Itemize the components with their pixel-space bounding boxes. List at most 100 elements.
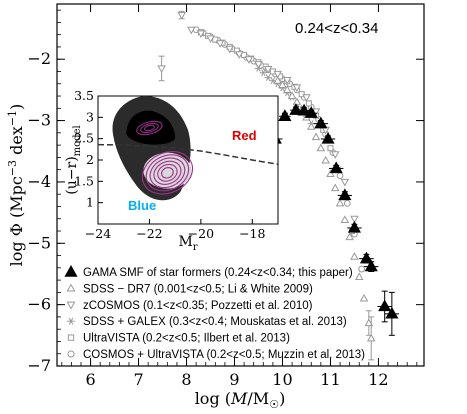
data-point [215,40,225,48]
data-point [316,143,326,152]
data-point [340,215,350,223]
inset-axis-ticks: −24 −22 −20 −18 1 1.5 2 2.5 3 3.5 [74,88,265,241]
legend-marker [67,317,75,325]
legend-entry-label: SDSS − DR7 (0.001<z<0.5; Li & White 2009… [83,283,313,295]
red-sequence-label: Red [232,128,257,143]
x-tick-label: 6 [85,370,95,389]
data-point [278,109,292,121]
x-tick-label: 11 [320,370,340,389]
blue-cloud-contour [141,151,194,195]
inset-y-tick-label: 3 [86,109,94,124]
data-point [177,12,187,20]
data-point [297,103,311,116]
inset-x-tick-label: −18 [239,226,265,241]
series-open-triangle [273,76,376,361]
data-point [336,172,344,180]
x-tick-label: 7 [133,370,143,389]
legend-entry-label: UltraVISTA (0.2<z<0.5; Ilbert et al. 201… [83,333,290,345]
data-point [273,70,282,79]
data-point [330,183,340,192]
y-tick-label: −7 [27,356,51,375]
red-sequence-contour [144,124,155,132]
x-tick-label: 8 [181,370,191,389]
asterisk-stroke [265,74,271,81]
x-axis-label: log (M/M☉) [195,389,286,411]
data-point [241,51,248,58]
data-point [338,188,352,201]
series-open-triangle-down [157,10,359,224]
data-point [364,318,374,327]
legend-entry-label: GAMA SMF of star formers (0.24<z<0.34; t… [83,267,353,279]
blue-cloud-contour [161,167,174,179]
data-point [350,215,359,224]
blue-cloud-contour [157,163,178,182]
data-point [326,169,335,177]
legend-marker [67,350,75,358]
data-point [298,91,305,98]
inset-y-tick-label: 3.5 [74,88,94,103]
data-point [264,74,272,81]
data-point [314,116,328,129]
y-axis-label: log Φ (Mpc−3 dex−1) [6,104,26,267]
data-point [321,131,335,144]
data-point [340,178,350,187]
legend-marker [66,301,76,310]
series-filled-triangle [262,103,400,336]
data-point [206,35,215,43]
data-point [304,106,318,118]
data-point [302,94,311,102]
data-point [278,80,287,89]
data-point [235,51,244,59]
y-tick-label: −6 [27,295,51,314]
data-series-layer [157,10,400,361]
data-point [157,65,166,74]
data-point [305,100,312,107]
blue-cloud-label: Blue [128,198,156,213]
legend-entry-label: zCOSMOS (0.1<z<0.35; Pozzetti et al. 201… [83,300,313,312]
data-point [292,84,302,93]
data-point [329,161,343,174]
inset-density-cloud [112,96,192,201]
data-point [378,299,392,312]
data-point [287,91,297,100]
data-point [259,69,267,77]
inset-y-tick-label: 1 [86,195,94,210]
data-point [311,132,321,141]
data-point [244,56,254,64]
y-tick-label: −4 [27,172,51,191]
plot-frame [56,3,425,367]
inset-contours [136,120,194,195]
data-point [263,66,273,74]
legend-marker [64,264,78,277]
legend-marker [67,334,75,341]
main-axis-ticks: 6 7 8 9 10 11 12−2−3−4−5−6−7 [27,4,424,389]
legend: GAMA SMF of star formers (0.24<z<0.34; t… [64,264,365,361]
red-blue-divider-line [97,143,279,166]
density-core [126,110,176,145]
legend-entry-label: COSMOS + UltraVISTA (0.2<z<0.5; Muzzin e… [83,349,365,361]
data-point [254,61,263,69]
data-point [187,26,196,35]
legend-marker [66,283,76,292]
x-tick-label: 9 [229,370,239,389]
inset-y-tick-label: 2 [86,152,94,167]
data-point [327,145,334,152]
data-point [306,122,316,130]
data-point [225,45,234,54]
inset-y-tick-label: 1.5 [74,173,94,188]
blue-cloud-contour [145,154,190,192]
data-point [292,97,302,106]
data-point [347,220,361,233]
asterisk-stroke [270,77,276,85]
red-sequence-contour [136,120,163,136]
data-point [330,151,340,159]
legend-entry-label: SDSS + GALEX (0.3<z<0.4; Mouskatas et al… [83,316,347,328]
inset-x-tick-label: −20 [188,226,214,241]
data-point [354,272,364,281]
blue-cloud-contour [149,157,186,189]
blue-cloud-contour [153,160,182,185]
y-tick-label: −2 [27,49,51,68]
x-tick-label: 10 [272,370,292,389]
